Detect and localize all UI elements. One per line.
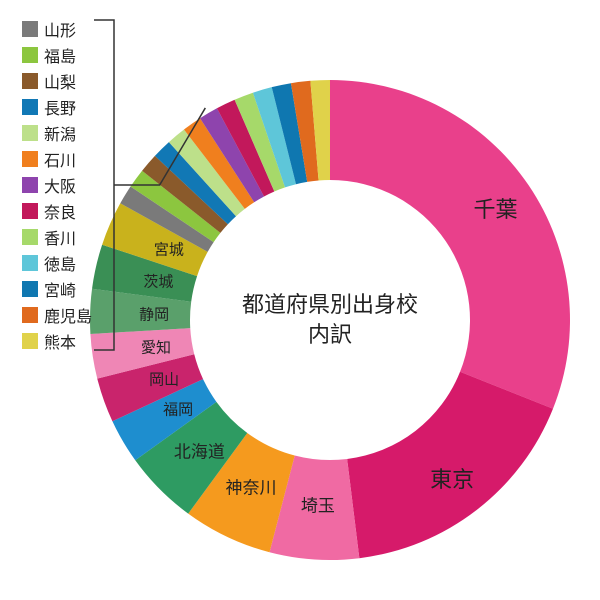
legend-swatch	[22, 307, 38, 323]
legend-label: 宮崎	[44, 277, 76, 301]
legend-item-山形: 山形	[22, 16, 92, 42]
legend-label: 香川	[44, 225, 76, 249]
legend-item-香川: 香川	[22, 224, 92, 250]
legend-item-熊本: 熊本	[22, 328, 92, 354]
legend-item-福島: 福島	[22, 42, 92, 68]
legend-swatch	[22, 47, 38, 63]
legend-label: 大阪	[44, 173, 76, 197]
legend-item-徳島: 徳島	[22, 250, 92, 276]
legend-swatch	[22, 99, 38, 115]
legend-label: 石川	[44, 147, 76, 171]
legend-label: 熊本	[44, 329, 76, 353]
legend-label: 奈良	[44, 199, 76, 223]
legend-swatch	[22, 281, 38, 297]
legend-item-宮崎: 宮崎	[22, 276, 92, 302]
legend-swatch	[22, 73, 38, 89]
legend-swatch	[22, 125, 38, 141]
legend-label: 山梨	[44, 69, 76, 93]
legend-item-山梨: 山梨	[22, 68, 92, 94]
legend-item-新潟: 新潟	[22, 120, 92, 146]
legend-item-石川: 石川	[22, 146, 92, 172]
legend: 山形福島山梨長野新潟石川大阪奈良香川徳島宮崎鹿児島熊本	[22, 16, 92, 354]
legend-swatch	[22, 203, 38, 219]
legend-label: 新潟	[44, 121, 76, 145]
legend-label: 長野	[44, 95, 76, 119]
legend-label: 福島	[44, 43, 76, 67]
donut-chart: 都道府県別出身校内訳 山形福島山梨長野新潟石川大阪奈良香川徳島宮崎鹿児島熊本 千…	[0, 0, 600, 600]
legend-swatch	[22, 255, 38, 271]
legend-swatch	[22, 21, 38, 37]
legend-swatch	[22, 333, 38, 349]
slice-千葉	[330, 80, 570, 409]
legend-item-大阪: 大阪	[22, 172, 92, 198]
legend-item-鹿児島: 鹿児島	[22, 302, 92, 328]
legend-swatch	[22, 151, 38, 167]
slice-東京	[347, 372, 553, 558]
legend-label: 鹿児島	[44, 303, 92, 327]
legend-item-長野: 長野	[22, 94, 92, 120]
legend-swatch	[22, 229, 38, 245]
legend-label: 山形	[44, 17, 76, 41]
legend-swatch	[22, 177, 38, 193]
legend-label: 徳島	[44, 251, 76, 275]
legend-item-奈良: 奈良	[22, 198, 92, 224]
